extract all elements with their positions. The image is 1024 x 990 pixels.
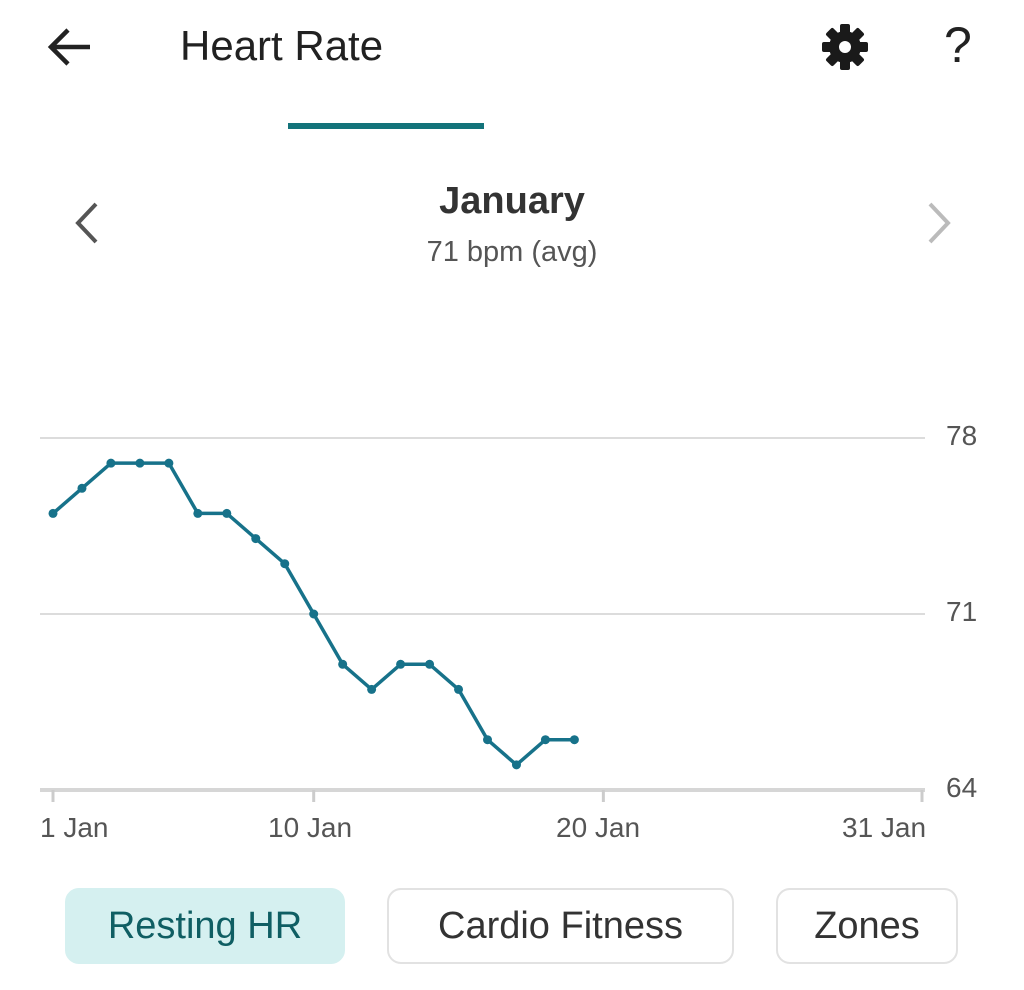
tab-indicator	[288, 123, 484, 129]
tab-label: Zones	[814, 904, 920, 947]
previous-month-button[interactable]	[70, 200, 102, 251]
tab-zones[interactable]: Zones	[776, 888, 958, 964]
y-tick-label: 64	[946, 772, 978, 803]
chevron-right-icon	[928, 202, 951, 244]
x-tick-label: 1 Jan	[40, 812, 109, 843]
data-point	[569, 735, 579, 745]
data-point	[48, 508, 58, 518]
data-point	[280, 559, 290, 569]
data-point	[193, 508, 203, 518]
x-tick-label: 20 Jan	[556, 812, 641, 843]
month-title: January	[439, 180, 585, 222]
tab-cardio-fitness[interactable]: Cardio Fitness	[387, 888, 734, 964]
next-month-button[interactable]	[924, 200, 956, 251]
gear-icon	[822, 24, 868, 70]
data-point	[425, 659, 435, 669]
data-point	[367, 684, 377, 694]
data-point	[396, 659, 406, 669]
data-point	[164, 458, 174, 468]
data-point	[135, 458, 145, 468]
tab-resting-hr[interactable]: Resting HR	[65, 888, 345, 964]
data-point	[454, 684, 464, 694]
data-point	[309, 609, 319, 619]
back-button[interactable]	[46, 24, 94, 70]
y-tick-label: 71	[946, 596, 978, 627]
data-point	[338, 659, 348, 669]
chevron-left-icon	[75, 202, 98, 244]
data-point	[77, 483, 87, 493]
arrow-left-icon	[47, 28, 90, 66]
data-point	[251, 534, 261, 544]
data-point	[511, 760, 521, 770]
x-tick-label: 31 Jan	[842, 812, 927, 843]
question-mark-icon: ?	[944, 17, 972, 73]
page-title: Heart Rate	[180, 22, 384, 69]
y-tick-label: 78	[946, 420, 978, 451]
help-button[interactable]: ?	[944, 16, 972, 74]
tab-label: Resting HR	[107, 904, 303, 947]
settings-button[interactable]	[820, 22, 870, 72]
average-bpm: 71 bpm (avg)	[426, 236, 598, 268]
data-point	[106, 458, 116, 468]
x-tick-label: 10 Jan	[268, 812, 353, 843]
data-point	[222, 508, 232, 518]
data-point	[540, 735, 550, 745]
tab-label: Cardio Fitness	[438, 904, 683, 947]
data-point	[483, 735, 492, 745]
